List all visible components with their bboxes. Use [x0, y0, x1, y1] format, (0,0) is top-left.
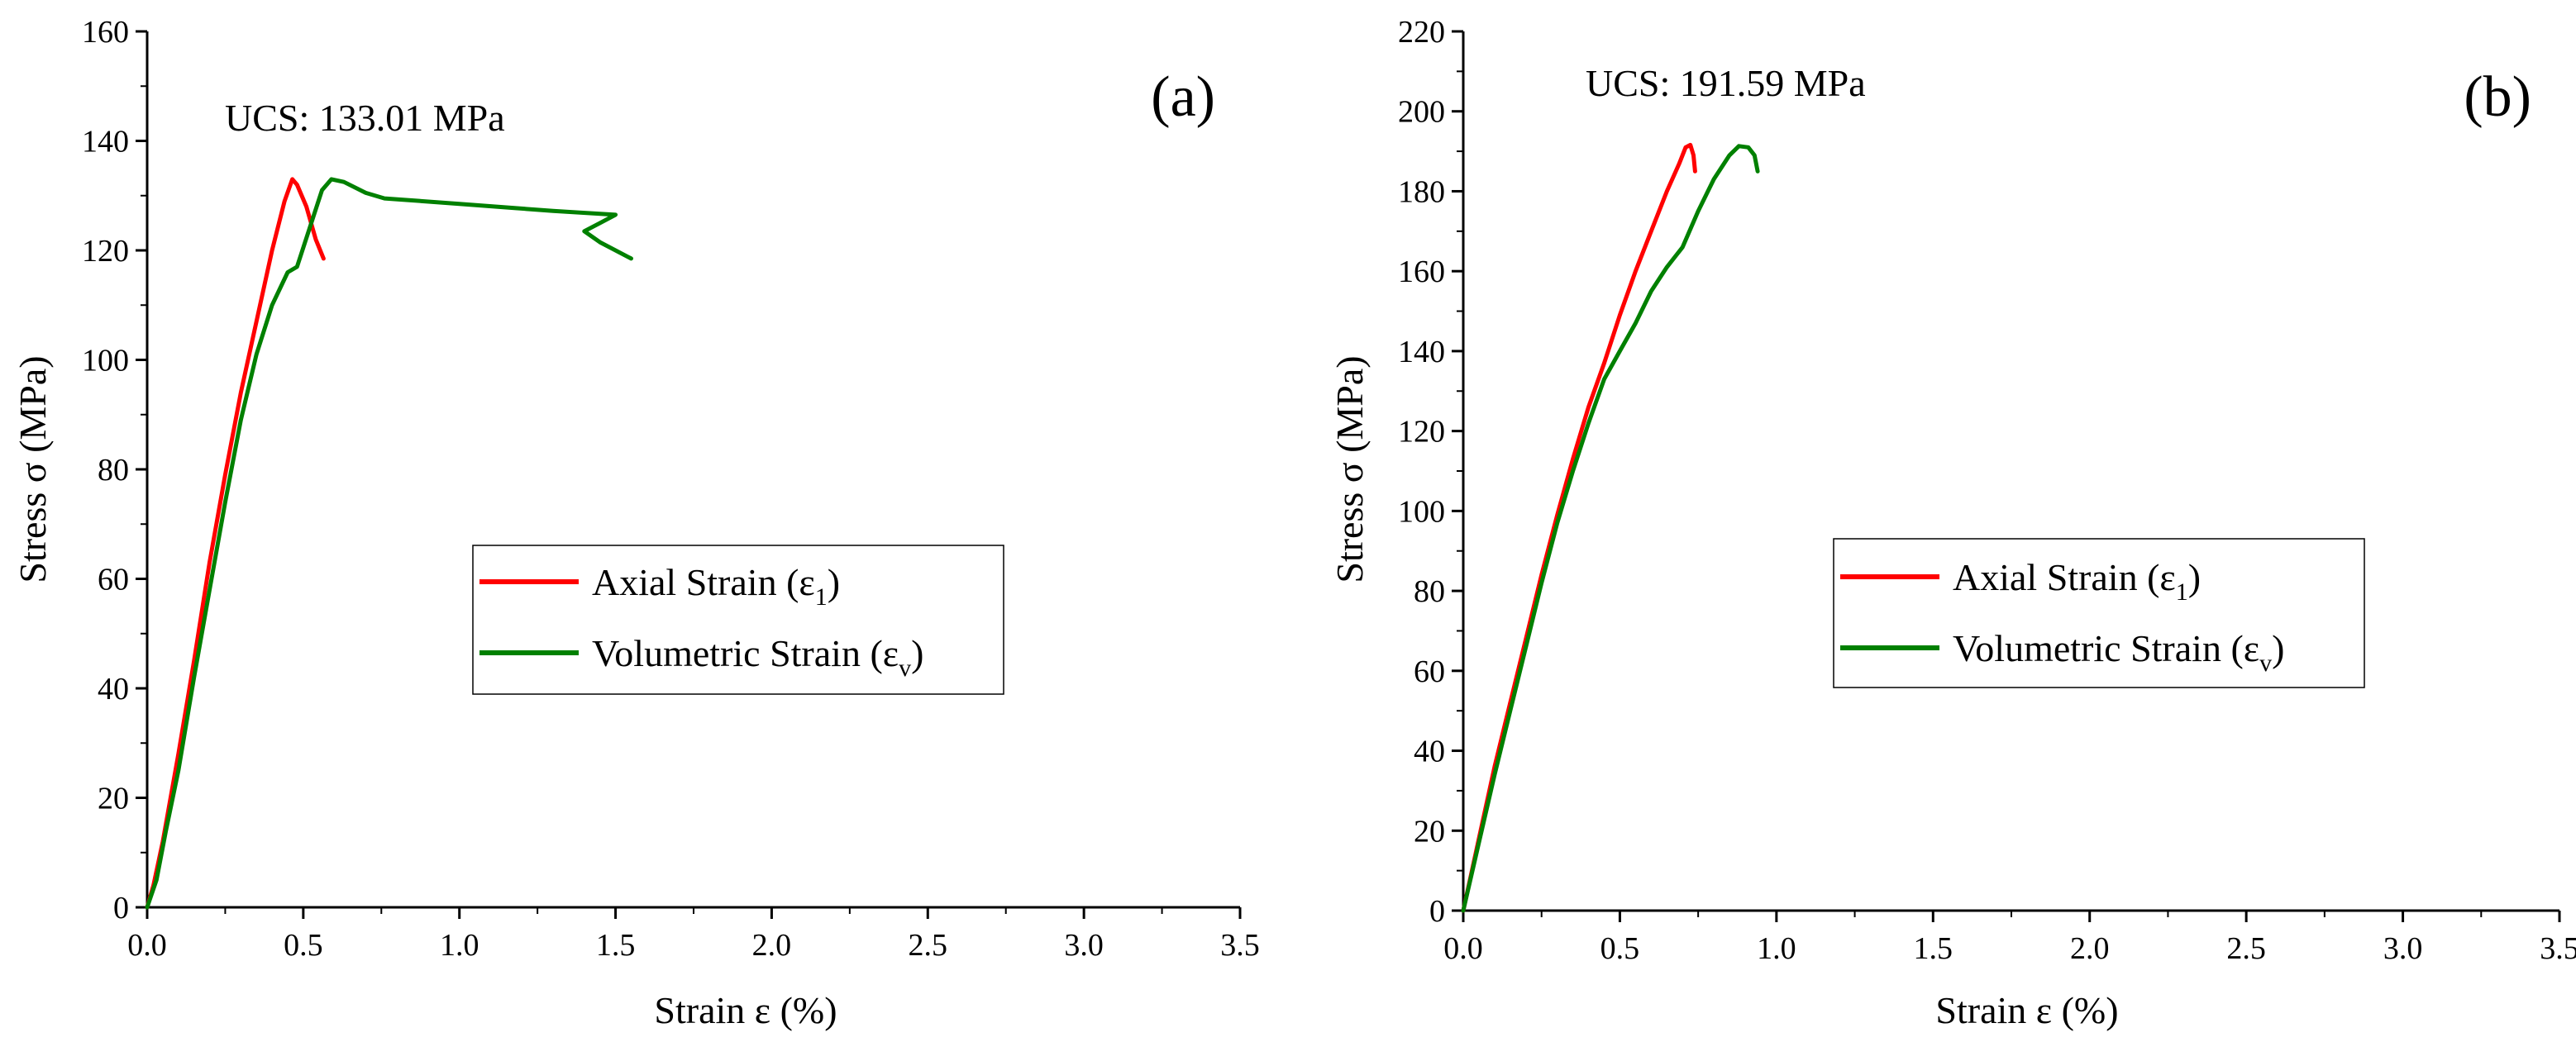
y-tick-label: 0 — [113, 891, 129, 925]
x-tick-label: 1.0 — [1757, 931, 1796, 966]
ticks-b — [1452, 30, 2561, 922]
x-tick-label: 0.0 — [1443, 931, 1483, 966]
y-tick-label: 40 — [1414, 735, 1445, 769]
series-line-axial-strain — [145, 177, 326, 910]
y-tick-label: 120 — [82, 234, 129, 269]
x-tick-label: 2.5 — [909, 928, 948, 963]
y-tick-label: 0 — [1429, 894, 1445, 929]
y-tick-label: 60 — [98, 563, 129, 597]
y-tick-label: 160 — [1398, 255, 1445, 289]
series-line-volumetric-strain — [1461, 144, 1760, 913]
panel-label: (a) — [1151, 65, 1215, 129]
x-tick-label: 2.0 — [752, 928, 792, 963]
y-tick-label: 220 — [1398, 15, 1445, 50]
x-tick-label: 2.5 — [2226, 931, 2266, 966]
y-tick-label: 80 — [1414, 574, 1445, 609]
legend-box — [472, 545, 1004, 695]
y-tick-label: 40 — [98, 672, 129, 707]
x-tick-label: 0.5 — [1600, 931, 1640, 966]
y-tick-label: 100 — [1398, 494, 1445, 529]
tick-labels-b: 0.0 0.5 1.0 1.5 2.0 2.5 3.0 3.5 0 20 40 60 80 100 120 1… — [1398, 15, 2576, 966]
chart-panel-a: 0.0 0.5 1.0 1.5 2.0 2.5 3.0 3.5 0 20 40 60 80 100 120 1… — [12, 15, 1260, 1031]
axes-a — [136, 30, 1242, 919]
x-tick-label: 3.0 — [1064, 928, 1104, 963]
x-tick-label: 1.0 — [440, 928, 479, 963]
legend-label-volumetric: Volumetric Strain (εv) — [592, 632, 923, 682]
axes-b — [1452, 30, 2561, 922]
x-tick-label: 0.5 — [284, 928, 323, 963]
y-axis-title: Stress σ (MPa) — [1329, 355, 1371, 583]
legend-label-volumetric: Volumetric Strain (εv) — [1953, 627, 2284, 677]
y-tick-label: 120 — [1398, 415, 1445, 450]
x-tick-label: 2.0 — [2070, 931, 2110, 966]
y-tick-label: 160 — [82, 15, 129, 50]
tick-labels-a: 0.0 0.5 1.0 1.5 2.0 2.5 3.0 3.5 0 20 40 60 80 100 120 1… — [82, 15, 1260, 963]
x-axis-title: Strain ε (%) — [1935, 989, 2118, 1031]
legend-label-axial: Axial Strain (ε1) — [592, 561, 840, 611]
x-tick-label: 3.0 — [2383, 931, 2423, 966]
x-tick-label: 3.5 — [2540, 931, 2576, 966]
y-tick-label: 180 — [1398, 174, 1445, 209]
panel-label: (b) — [2464, 65, 2531, 129]
legend-label-axial: Axial Strain (ε1) — [1953, 556, 2201, 606]
series-b — [1461, 142, 1760, 913]
legend-box — [1833, 538, 2365, 688]
x-tick-label: 3.5 — [1220, 928, 1260, 963]
ucs-annotation: UCS: 191.59 MPa — [1586, 62, 1866, 104]
y-tick-label: 20 — [1414, 814, 1445, 849]
y-tick-label: 60 — [1414, 654, 1445, 689]
series-line-volumetric-strain — [145, 177, 633, 910]
y-tick-label: 20 — [98, 782, 129, 816]
ucs-annotation: UCS: 133.01 MPa — [225, 97, 505, 139]
series-a — [145, 177, 633, 910]
legend: Axial Strain (ε1) Volumetric Strain (εv) — [472, 545, 1004, 695]
y-tick-label: 200 — [1398, 95, 1445, 130]
y-tick-label: 140 — [1398, 335, 1445, 369]
y-tick-label: 100 — [82, 344, 129, 378]
x-tick-label: 1.5 — [1914, 931, 1953, 966]
x-tick-label: 0.0 — [127, 928, 167, 963]
legend: Axial Strain (ε1) Volumetric Strain (εv) — [1833, 538, 2365, 688]
ticks-a — [136, 30, 1242, 919]
y-tick-label: 140 — [82, 125, 129, 159]
x-tick-label: 1.5 — [596, 928, 636, 963]
y-axis-title: Stress σ (MPa) — [12, 355, 54, 583]
chart-panel-b: 0.0 0.5 1.0 1.5 2.0 2.5 3.0 3.5 0 20 40 60 80 100 120 1… — [1329, 15, 2576, 1031]
x-axis-title: Strain ε (%) — [654, 989, 837, 1031]
series-line-axial-strain — [1461, 142, 1697, 913]
y-tick-label: 80 — [98, 453, 129, 488]
